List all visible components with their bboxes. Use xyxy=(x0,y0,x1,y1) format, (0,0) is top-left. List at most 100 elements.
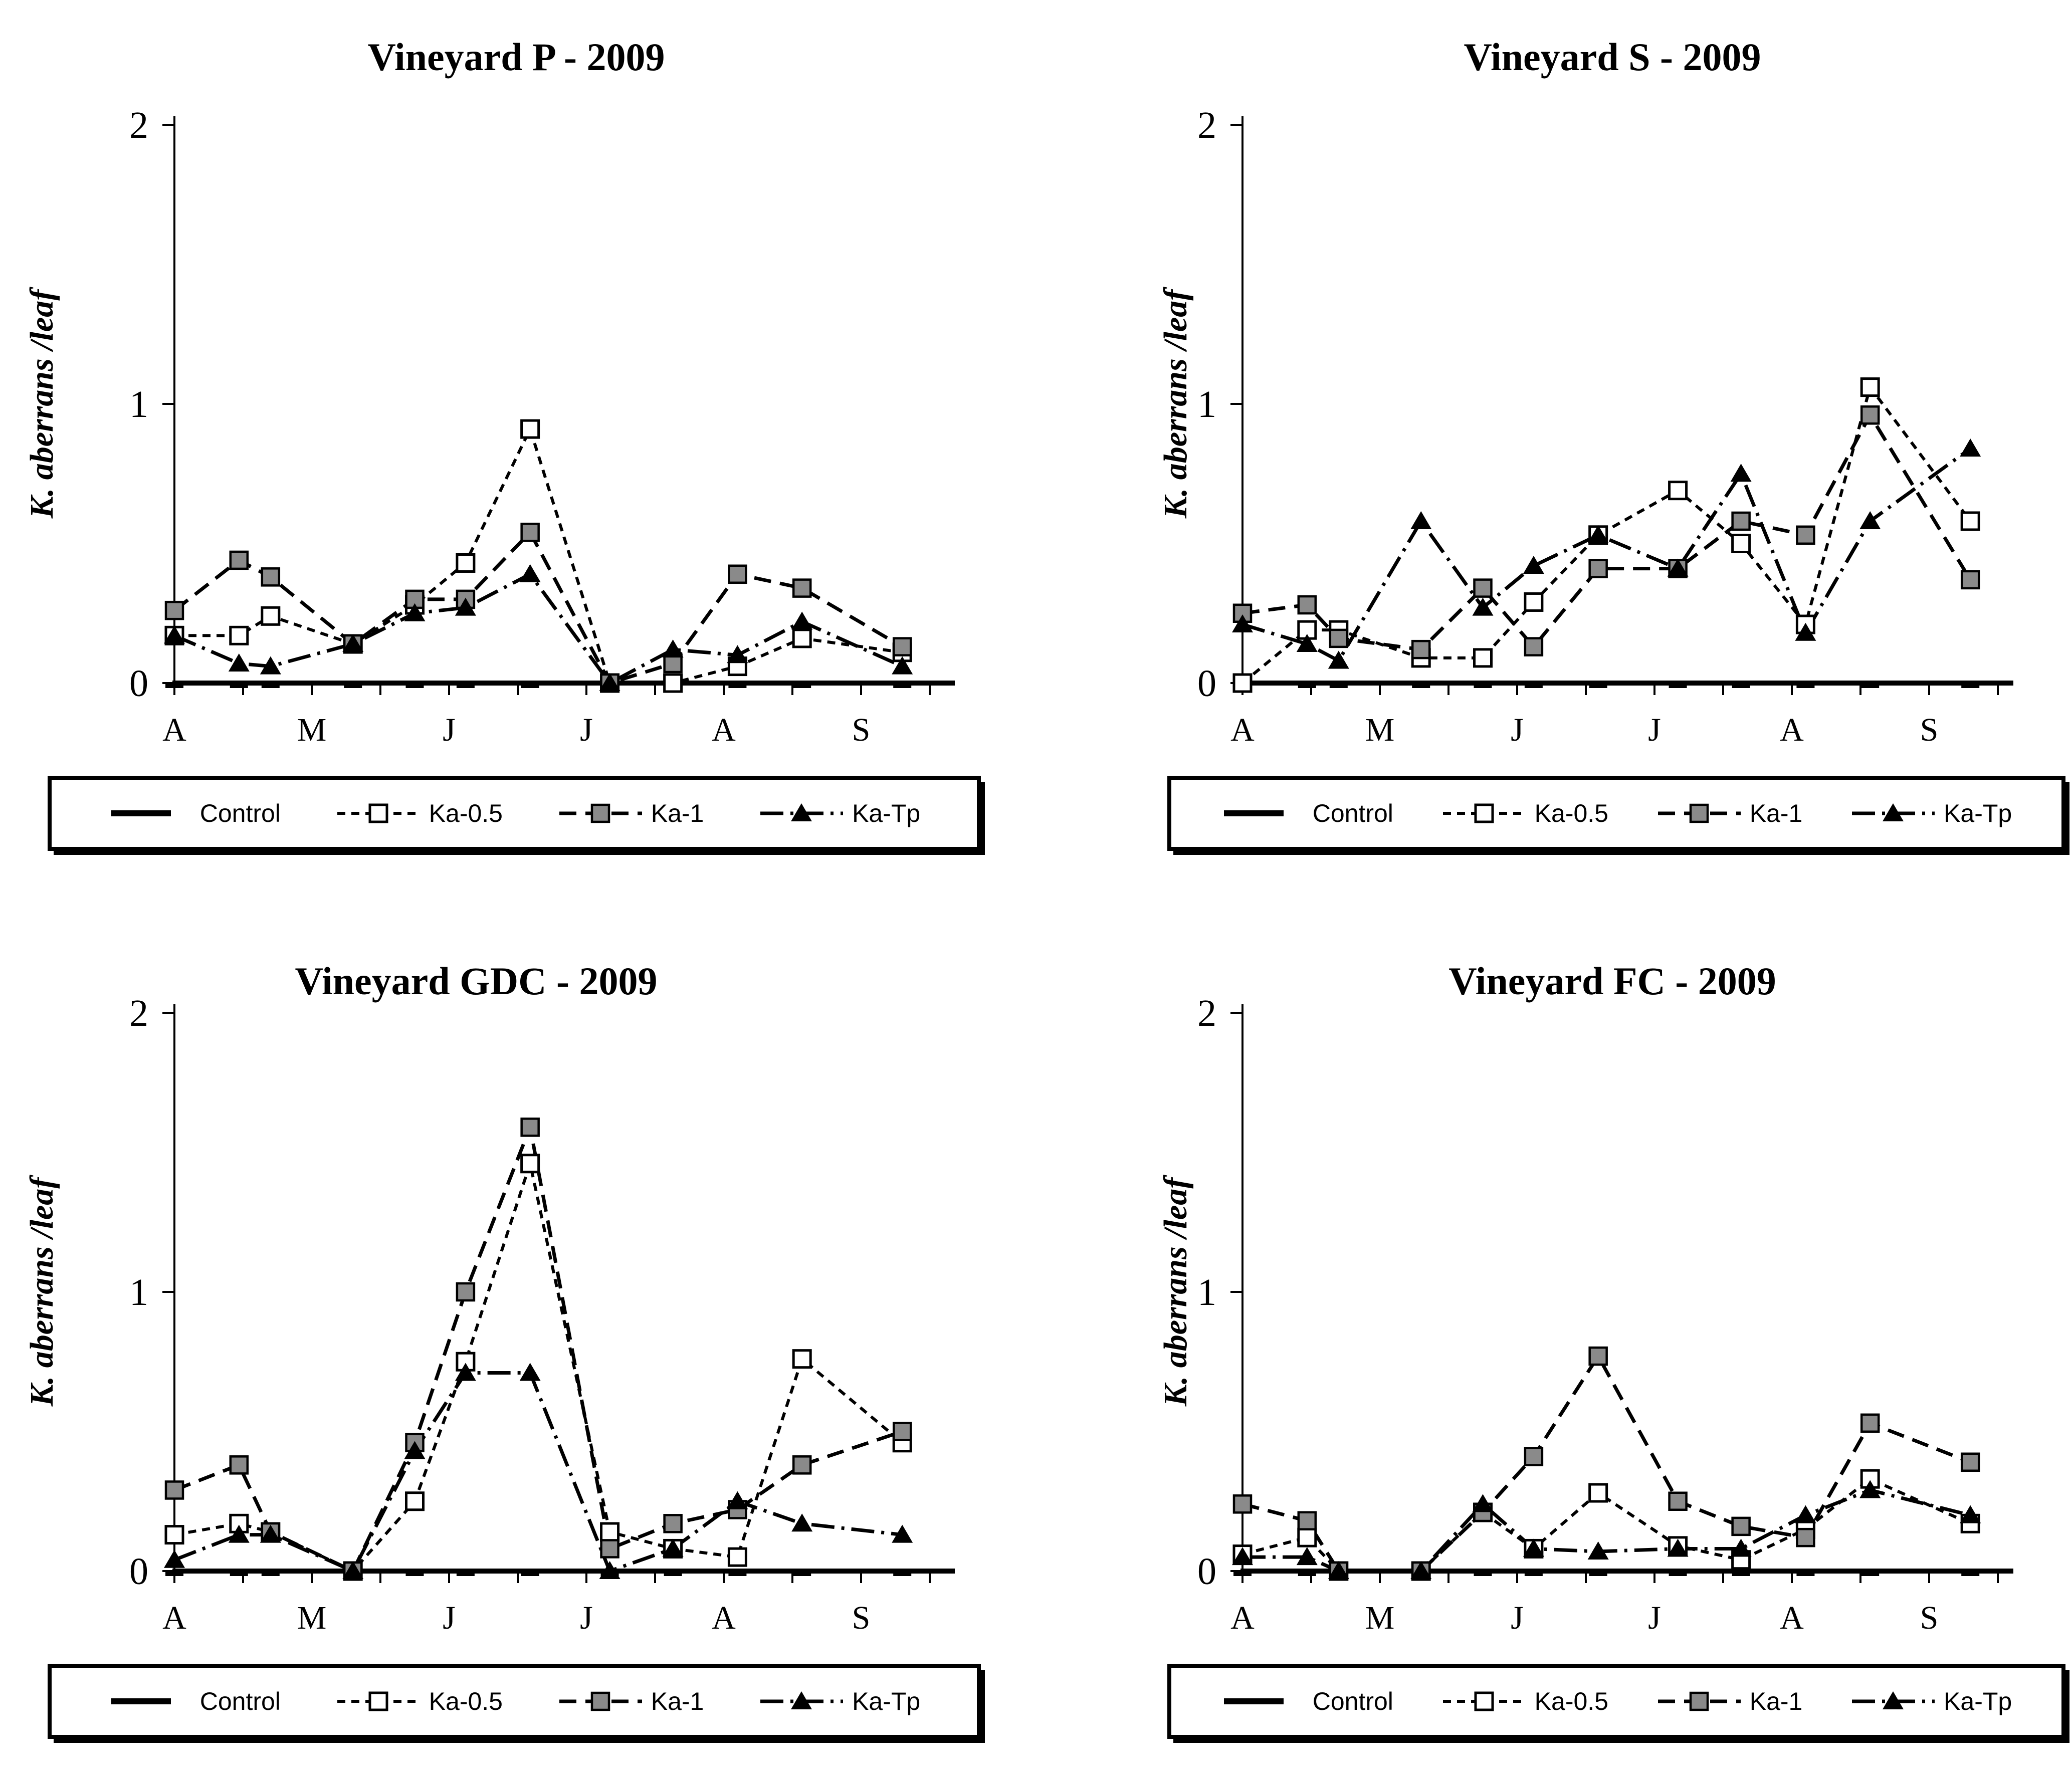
dash-marker-icon xyxy=(1961,683,1980,688)
ka-tp-legend-swatch-icon xyxy=(760,1691,844,1709)
dash-marker-icon xyxy=(1474,683,1492,688)
gray-square-marker-icon xyxy=(1588,559,1608,578)
dash-marker-icon xyxy=(456,1571,475,1576)
ka-1-marker-icon xyxy=(590,1691,610,1711)
dash-marker-icon xyxy=(1732,1571,1750,1576)
dash-marker-icon xyxy=(728,1571,747,1576)
legend-label-ka-0.5: Ka-0.5 xyxy=(429,799,503,827)
dash-marker-icon xyxy=(1412,683,1430,688)
control-legend-swatch-icon xyxy=(1223,1698,1284,1704)
black-triangle-marker-icon xyxy=(455,597,476,616)
series-markers-ka-tp xyxy=(1232,1480,1981,1579)
legend-item-ka-0.5: Ka-0.5 xyxy=(1442,799,1608,828)
gray-square-marker-icon xyxy=(229,550,249,570)
vineyard-s-legend-box: Control Ka-0.5 Ka-1 Ka-Tp xyxy=(1167,776,2065,851)
legend-item-ka-1: Ka-1 xyxy=(1657,1687,1803,1716)
gray-square-marker-icon xyxy=(1588,1346,1608,1366)
black-triangle-marker-icon xyxy=(342,634,364,652)
x-tick-label-month: J xyxy=(443,1600,456,1636)
black-triangle-marker-icon xyxy=(1232,1547,1253,1566)
black-triangle-marker-icon xyxy=(164,625,185,644)
series-markers-ka-0.5 xyxy=(164,1154,912,1581)
black-triangle-marker-icon xyxy=(1667,1538,1689,1557)
legend-label-ka-1: Ka-1 xyxy=(1749,1687,1803,1715)
black-triangle-marker-icon xyxy=(1523,1538,1544,1557)
black-triangle-marker-icon xyxy=(791,1513,813,1532)
dash-marker-icon xyxy=(1524,683,1543,688)
black-triangle-marker-icon xyxy=(1410,1561,1432,1579)
vineyard-s-chart: Vineyard S - 2009 K. aberrans /leaf 0 1 2 A M J… xyxy=(1157,35,2013,748)
legend-item-control: Control xyxy=(1221,799,1393,828)
black-triangle-marker-icon xyxy=(1587,525,1609,543)
legend-label-ka-tp: Ka-Tp xyxy=(852,799,921,827)
legend-item-ka-tp: Ka-Tp xyxy=(1852,799,2012,828)
dash-marker-icon xyxy=(521,1571,539,1576)
dash-marker-icon xyxy=(1861,1571,1880,1576)
x-tick-label-month: M xyxy=(1365,1600,1395,1636)
black-triangle-marker-icon xyxy=(1232,614,1253,633)
gray-square-marker-icon xyxy=(1473,578,1493,598)
black-triangle-marker-icon xyxy=(164,1549,185,1568)
legend-item-control: Control xyxy=(1221,1687,1393,1716)
control-legend-swatch-icon xyxy=(111,1698,171,1704)
dash-marker-icon xyxy=(1233,1571,1252,1576)
x-tick-label-month: A xyxy=(1230,712,1255,748)
series-line-ka-1 xyxy=(173,529,903,686)
vineyard-fc-y-axis-label: K. aberrans /leaf xyxy=(1157,1175,1194,1407)
dash-marker-icon xyxy=(1732,683,1750,688)
dash-marker-icon xyxy=(1961,1571,1980,1576)
dash-marker-icon xyxy=(1669,1571,1687,1576)
ka-1-legend-swatch-icon xyxy=(1657,1691,1741,1711)
gray-square-marker-icon xyxy=(1524,1447,1544,1466)
series-markers-control xyxy=(1233,683,1980,688)
legend-item-ka-tp: Ka-Tp xyxy=(760,799,920,828)
vineyard-p-y-axis-label: K. aberrans /leaf xyxy=(24,287,60,519)
x-tick-label-month: S xyxy=(1920,712,1939,748)
gray-square-marker-icon xyxy=(600,1539,619,1559)
black-triangle-marker-icon xyxy=(892,656,913,675)
ka-tp-marker-icon xyxy=(791,1691,812,1709)
chart-panel-vineyard-p: Vineyard P - 2009 K. aberrans /leaf 0 1 2 A M J… xyxy=(0,0,1036,888)
black-triangle-marker-icon xyxy=(1960,1505,1981,1523)
dash-marker-icon xyxy=(165,1571,183,1576)
legend-label-ka-1: Ka-1 xyxy=(651,799,704,827)
vineyard-gdc-chart: Vineyard GDC - 2009 K. aberrans /leaf 0 1 2 A… xyxy=(24,959,955,1636)
ka-1-legend-swatch-icon xyxy=(559,803,642,823)
gray-square-marker-icon xyxy=(1297,595,1317,615)
black-triangle-marker-icon xyxy=(791,611,813,630)
open-square-marker-icon xyxy=(261,606,281,626)
ka-1-legend-swatch-icon xyxy=(559,1691,642,1711)
series-line-ka-tp xyxy=(1241,447,1972,663)
dash-marker-icon xyxy=(1796,683,1815,688)
legend-item-ka-0.5: Ka-0.5 xyxy=(1442,1687,1608,1716)
open-square-marker-icon xyxy=(405,1491,425,1511)
black-triangle-marker-icon xyxy=(1587,1541,1609,1560)
vineyard-fc-chart: Vineyard FC - 2009 K. aberrans /leaf 0 1 2 A M… xyxy=(1157,959,2013,1636)
legend-label-ka-0.5: Ka-0.5 xyxy=(1534,799,1608,827)
ka-tp-legend-swatch-icon xyxy=(1852,1691,1935,1709)
series-line-ka-1 xyxy=(1242,1353,1971,1573)
dash-marker-icon xyxy=(1298,1571,1316,1576)
vineyard-gdc-y-axis-label: K. aberrans /leaf xyxy=(24,1175,60,1407)
dash-marker-icon xyxy=(1589,683,1607,688)
x-tick-label-month: A xyxy=(712,1600,736,1636)
x-tick-label-month: A xyxy=(712,712,736,748)
black-triangle-marker-icon xyxy=(228,653,250,672)
black-triangle-marker-icon xyxy=(260,1524,281,1543)
y-tick-label: 2 xyxy=(1197,104,1216,146)
x-tick-label-month: A xyxy=(1780,1600,1804,1636)
open-square-marker-icon xyxy=(456,553,476,573)
dash-marker-icon xyxy=(1589,1571,1607,1576)
black-triangle-marker-icon xyxy=(519,564,541,582)
ka-0.5-legend-swatch-icon xyxy=(337,1691,420,1711)
black-triangle-marker-icon xyxy=(1730,1538,1752,1557)
dash-marker-icon xyxy=(793,1571,811,1576)
y-tick-label: 1 xyxy=(1197,383,1216,425)
gray-square-marker-icon xyxy=(792,578,812,598)
dash-marker-icon xyxy=(261,1571,280,1576)
series-line-ka-0.5 xyxy=(1241,383,1972,685)
series-line-ka-0.5 xyxy=(174,424,903,685)
gray-square-marker-icon xyxy=(164,600,184,620)
dash-marker-icon xyxy=(728,683,747,688)
